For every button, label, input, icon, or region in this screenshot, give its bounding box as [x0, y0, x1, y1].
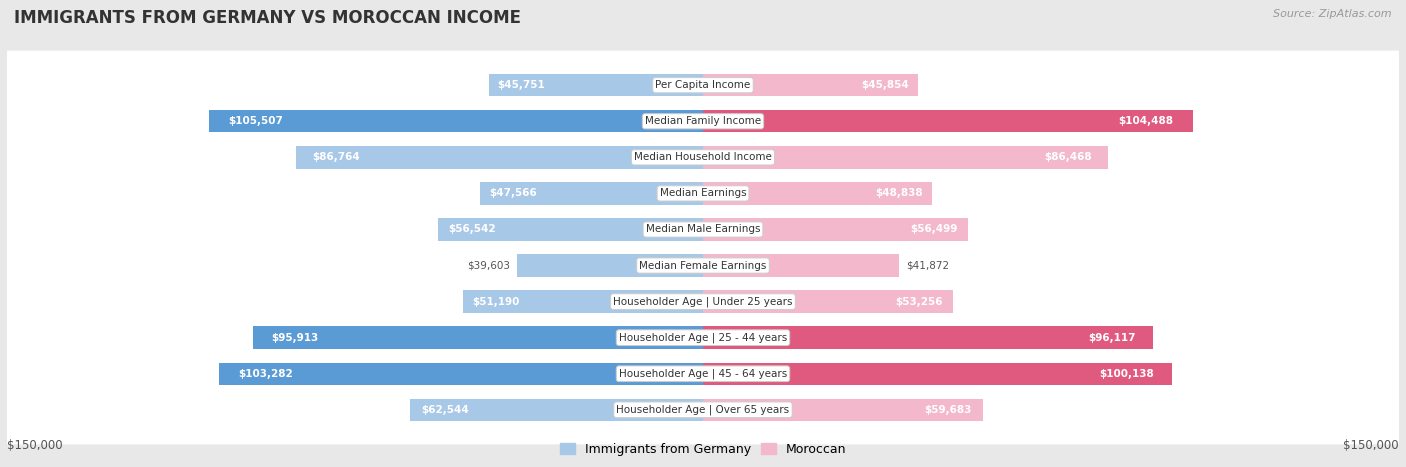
Bar [703, 182, 932, 205]
Bar [703, 218, 967, 241]
FancyBboxPatch shape [7, 375, 1399, 445]
Bar [411, 399, 703, 421]
Text: IMMIGRANTS FROM GERMANY VS MOROCCAN INCOME: IMMIGRANTS FROM GERMANY VS MOROCCAN INCO… [14, 9, 522, 28]
Bar [703, 255, 900, 277]
FancyBboxPatch shape [7, 50, 1399, 120]
Text: $96,117: $96,117 [1088, 333, 1136, 343]
Bar [463, 290, 703, 313]
Legend: Immigrants from Germany, Moroccan: Immigrants from Germany, Moroccan [555, 438, 851, 461]
Text: Householder Age | 45 - 64 years: Householder Age | 45 - 64 years [619, 368, 787, 379]
Bar [703, 110, 1192, 133]
Bar [253, 326, 703, 349]
Text: $45,751: $45,751 [498, 80, 546, 90]
FancyBboxPatch shape [7, 231, 1399, 300]
Text: $103,282: $103,282 [238, 369, 292, 379]
Bar [703, 146, 1108, 169]
Bar [208, 110, 703, 133]
Text: Median Earnings: Median Earnings [659, 188, 747, 198]
Bar [703, 326, 1153, 349]
Text: Source: ZipAtlas.com: Source: ZipAtlas.com [1274, 9, 1392, 19]
FancyBboxPatch shape [7, 195, 1399, 264]
Text: $51,190: $51,190 [472, 297, 520, 307]
Bar [703, 74, 918, 96]
Text: Householder Age | Over 65 years: Householder Age | Over 65 years [616, 404, 790, 415]
Text: $41,872: $41,872 [907, 261, 949, 270]
Bar [703, 362, 1173, 385]
Text: $100,138: $100,138 [1099, 369, 1153, 379]
Text: $62,544: $62,544 [422, 405, 470, 415]
FancyBboxPatch shape [7, 303, 1399, 372]
Text: Median Female Earnings: Median Female Earnings [640, 261, 766, 270]
Text: $86,764: $86,764 [312, 152, 360, 163]
Text: $48,838: $48,838 [875, 188, 922, 198]
Text: $56,499: $56,499 [910, 225, 957, 234]
FancyBboxPatch shape [7, 267, 1399, 336]
Text: $53,256: $53,256 [896, 297, 942, 307]
Text: Median Family Income: Median Family Income [645, 116, 761, 126]
Text: $105,507: $105,507 [228, 116, 283, 126]
Bar [517, 255, 703, 277]
Text: $39,603: $39,603 [467, 261, 510, 270]
Bar [439, 218, 703, 241]
Text: $56,542: $56,542 [449, 225, 496, 234]
Text: $150,000: $150,000 [7, 439, 63, 452]
Bar [219, 362, 703, 385]
Text: Householder Age | 25 - 44 years: Householder Age | 25 - 44 years [619, 333, 787, 343]
Bar [488, 74, 703, 96]
Text: $150,000: $150,000 [1343, 439, 1399, 452]
Text: Householder Age | Under 25 years: Householder Age | Under 25 years [613, 297, 793, 307]
Bar [297, 146, 703, 169]
Text: Median Household Income: Median Household Income [634, 152, 772, 163]
FancyBboxPatch shape [7, 123, 1399, 192]
Bar [703, 399, 983, 421]
FancyBboxPatch shape [7, 87, 1399, 156]
Text: Median Male Earnings: Median Male Earnings [645, 225, 761, 234]
Text: $86,468: $86,468 [1045, 152, 1092, 163]
Text: $47,566: $47,566 [489, 188, 537, 198]
Text: $59,683: $59,683 [924, 405, 972, 415]
FancyBboxPatch shape [7, 339, 1399, 408]
FancyBboxPatch shape [7, 159, 1399, 228]
Bar [479, 182, 703, 205]
Text: Per Capita Income: Per Capita Income [655, 80, 751, 90]
Text: $95,913: $95,913 [271, 333, 319, 343]
Text: $45,854: $45,854 [862, 80, 910, 90]
Bar [703, 290, 953, 313]
Text: $104,488: $104,488 [1118, 116, 1173, 126]
